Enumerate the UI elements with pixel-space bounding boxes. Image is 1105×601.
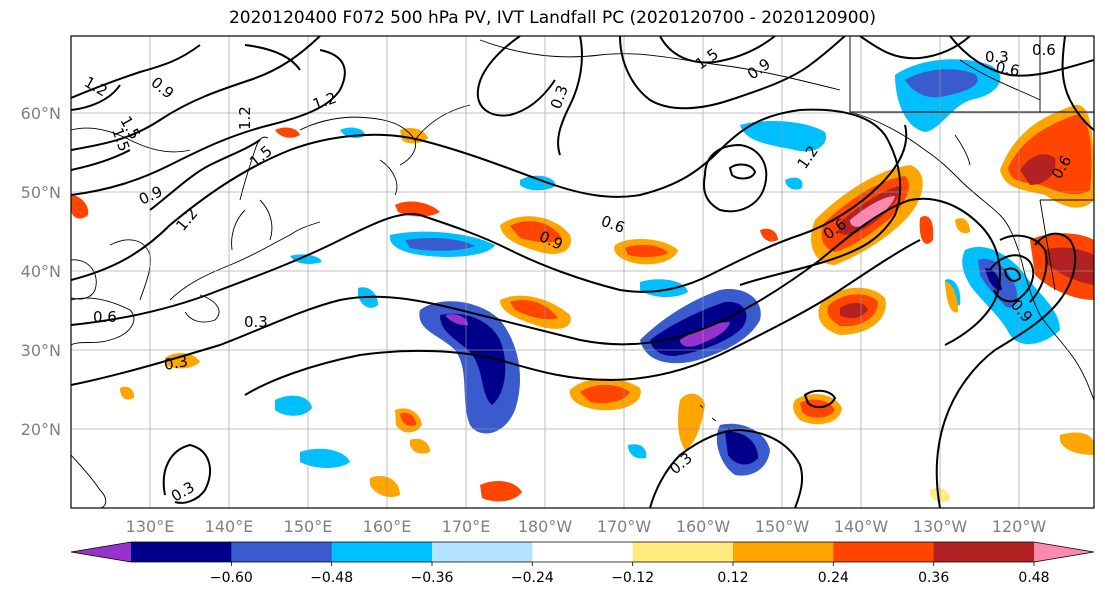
negative-pc-shading [275, 59, 1060, 476]
colorbar-segment [532, 542, 634, 562]
colorbar-outline [70, 541, 1095, 563]
lon-label: 120°W [992, 517, 1047, 536]
colorbar-segment [632, 542, 734, 562]
lon-label: 140°W [834, 517, 889, 536]
contour-label: 1.2 [236, 106, 254, 130]
lat-label: 30°N [21, 341, 61, 360]
map-frame [70, 35, 1095, 509]
contour-label: 0.3 [163, 352, 190, 374]
colorbar-segment [231, 542, 333, 562]
lon-label: 140°E [205, 517, 254, 536]
contour-label: 0.6 [1032, 41, 1056, 59]
lat-label: 60°N [21, 104, 61, 123]
positive-pc-shading [71, 104, 1094, 503]
colorbar-segment [833, 542, 935, 562]
colorbar-tick-label: −0.12 [611, 570, 654, 586]
pv-contours [71, 36, 1094, 508]
colorbar: −0.60 −0.48 −0.36 −0.24 −0.12 0.12 0.24 0.36 0.4… [70, 541, 1095, 586]
colorbar-segment [933, 542, 1035, 562]
lat-label: 40°N [21, 262, 61, 281]
lon-label: 130°W [913, 517, 968, 536]
contour-label: 0.3 [244, 313, 268, 331]
colorbar-segment [733, 542, 834, 562]
lon-label: 160°W [676, 517, 731, 536]
lon-label: 180°W [518, 517, 573, 536]
colorbar-tick-label: 0.24 [818, 570, 849, 586]
contour-label: 0.6 [93, 308, 117, 326]
colorbar-tick-label: −0.36 [411, 570, 454, 586]
lat-label: 20°N [21, 420, 61, 439]
colorbar-tick-label: −0.48 [310, 570, 353, 586]
colorbar-tick-label: 0.48 [1018, 570, 1049, 586]
lon-label: 150°E [284, 517, 333, 536]
lon-label: 160°E [363, 517, 412, 536]
colorbar-segment [331, 542, 433, 562]
colorbar-tick-label: −0.24 [511, 570, 554, 586]
colorbar-tick-label: 0.36 [918, 570, 949, 586]
colorbar-segment [131, 542, 232, 562]
longitude-labels: 130°E 140°E 150°E 160°E 170°E 180°W 170°… [126, 517, 1047, 536]
map-panel: 0.9 1.2 1.5 1.2 1.5 0.9 1.2 0.6 0.3 0.3 … [71, 36, 1094, 508]
gridlines [71, 36, 1094, 508]
colorbar-segment [432, 542, 533, 562]
coastlines [71, 36, 1094, 508]
lon-label: 170°W [597, 517, 652, 536]
lon-label: 170°E [442, 517, 491, 536]
lat-label: 50°N [21, 183, 61, 202]
map-title: 2020120400 F072 500 hPa PV, IVT Landfall… [228, 8, 876, 28]
lon-label: 150°W [755, 517, 810, 536]
colorbar-tick-label: 0.12 [717, 570, 748, 586]
contour-label: 0.6 [994, 58, 1021, 80]
contour-label: 0.3 [985, 48, 1009, 66]
colorbar-extend-high [1034, 542, 1094, 562]
colorbar-extend-low [71, 542, 131, 562]
lon-label: 130°E [126, 517, 175, 536]
latitude-labels: 60°N 50°N 40°N 30°N 20°N [21, 104, 61, 439]
colorbar-tick-label: −0.60 [210, 570, 253, 586]
